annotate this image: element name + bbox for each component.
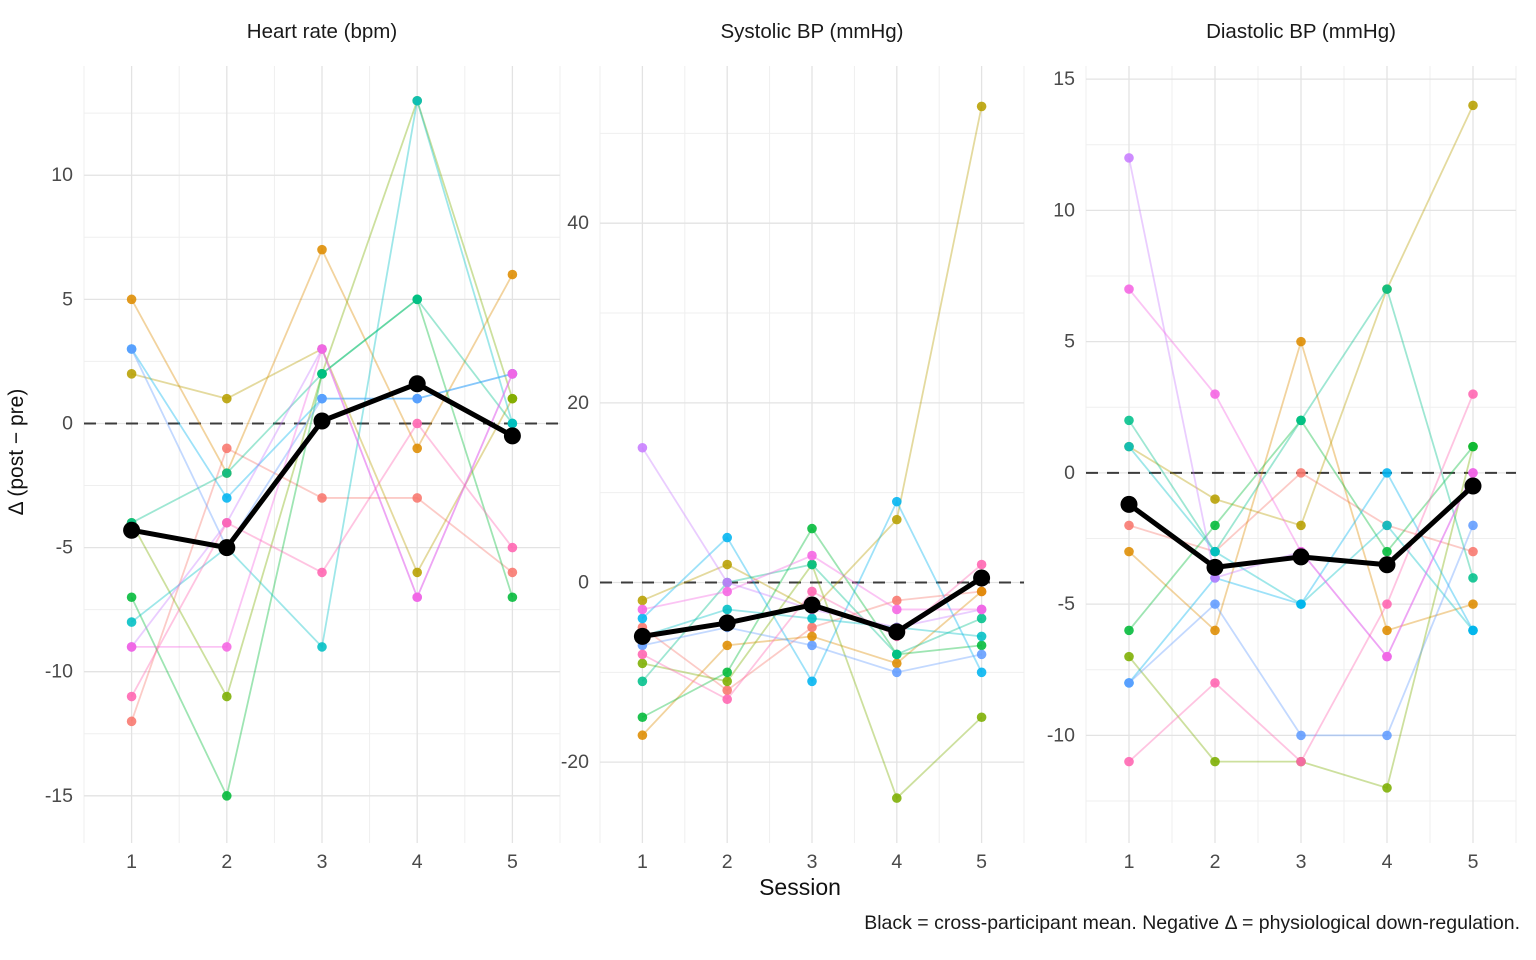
svg-text:-10: -10 (1047, 724, 1075, 746)
svg-text:5: 5 (976, 851, 987, 873)
grid (599, 66, 1025, 843)
series-P06 (1124, 284, 1478, 583)
svg-text:5: 5 (507, 851, 518, 873)
svg-text:2: 2 (221, 851, 232, 873)
series-P08 (1124, 468, 1478, 688)
panel-systolic-bp-mmhg: 40 20 0 -20 1 2 3 4 5 (561, 66, 1025, 873)
svg-text:4: 4 (412, 851, 423, 873)
series-P11 (126, 344, 518, 652)
svg-text:2: 2 (722, 851, 733, 873)
mean-line (1120, 477, 1482, 576)
svg-text:5: 5 (1468, 851, 1479, 873)
series-P09 (126, 344, 518, 553)
svg-text:1: 1 (637, 851, 648, 873)
series-P08 (637, 496, 987, 687)
panel-title-systolic-bp: Systolic BP (mmHg) (720, 20, 904, 43)
svg-text:-10: -10 (45, 661, 73, 683)
series-P12 (126, 418, 518, 702)
svg-text:0: 0 (578, 572, 589, 594)
series-P11 (637, 550, 987, 615)
series-P12 (1124, 389, 1478, 767)
panel-diastolic-bp-mmhg: 15 10 5 0 -5 -10 1 2 3 4 5 (1047, 66, 1517, 873)
grid (83, 66, 561, 843)
series-P09 (1124, 520, 1478, 741)
svg-text:0: 0 (62, 412, 73, 434)
series-P05 (637, 523, 987, 723)
svg-text:-5: -5 (1058, 593, 1075, 615)
svg-text:0: 0 (1064, 462, 1075, 484)
svg-text:2: 2 (1210, 851, 1221, 873)
svg-text:1: 1 (126, 851, 137, 873)
svg-text:40: 40 (567, 212, 589, 234)
svg-text:5: 5 (1064, 331, 1075, 353)
y-axis-title: Δ (post − pre) (5, 388, 28, 516)
panel-title-diastolic-bp: Diastolic BP (mmHg) (1206, 20, 1396, 43)
series-P02 (1124, 336, 1478, 636)
svg-text:-5: -5 (56, 537, 73, 559)
y-tick-labels: 15 10 5 0 -5 -10 (1047, 68, 1075, 746)
x-tick-labels: 1 2 3 4 5 (1124, 851, 1479, 873)
x-tick-labels: 1 2 3 4 5 (126, 851, 518, 873)
svg-text:3: 3 (807, 851, 818, 873)
caption: Black = cross-participant mean. Negative… (864, 912, 1520, 934)
svg-text:3: 3 (317, 851, 328, 873)
mean-line (123, 375, 521, 557)
svg-text:20: 20 (567, 392, 589, 414)
y-tick-labels: 10 5 0 -5 -10 -15 (45, 164, 73, 807)
svg-text:5: 5 (62, 288, 73, 310)
y-tick-labels: 40 20 0 -20 (561, 212, 589, 773)
svg-text:1: 1 (1124, 851, 1135, 873)
svg-text:10: 10 (1053, 199, 1075, 221)
svg-text:4: 4 (1382, 851, 1393, 873)
panel-title-heart-rate: Heart rate (bpm) (246, 20, 398, 43)
panel-heart-rate-bpm: 10 5 0 -5 -10 -15 1 2 3 4 5 (45, 66, 561, 873)
svg-text:3: 3 (1296, 851, 1307, 873)
mean-line (633, 569, 991, 645)
svg-text:-20: -20 (561, 751, 589, 773)
svg-text:-15: -15 (45, 785, 73, 807)
svg-text:10: 10 (51, 164, 73, 186)
grid (1085, 66, 1517, 843)
series-P02 (637, 586, 987, 741)
x-axis-title: Session (759, 874, 841, 900)
x-tick-labels: 1 2 3 4 5 (637, 851, 987, 873)
svg-text:4: 4 (891, 851, 902, 873)
svg-text:15: 15 (1053, 68, 1075, 90)
